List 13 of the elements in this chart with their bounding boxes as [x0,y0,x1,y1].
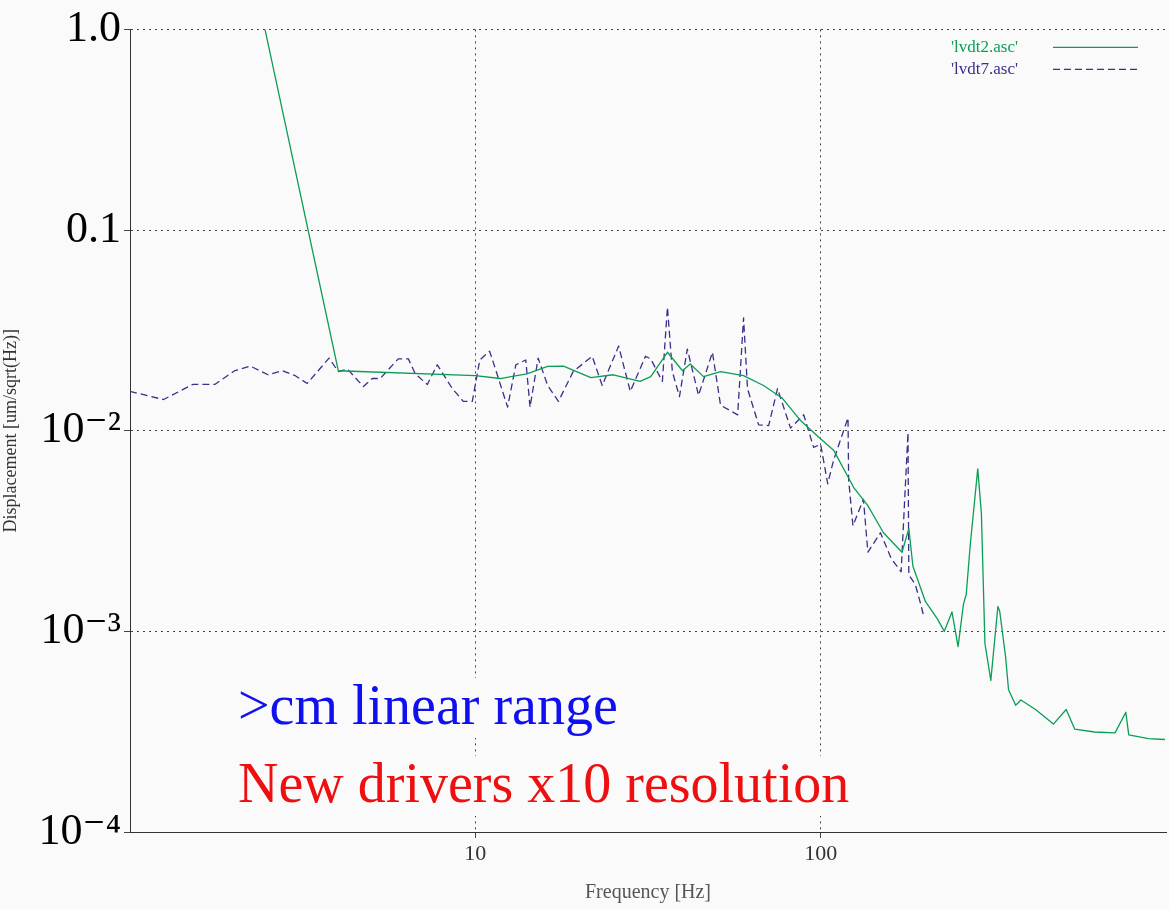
y-tick-label: 10⁻⁴ [38,804,121,854]
y-tick-label: 10⁻² [40,403,121,453]
x-tick-label: 100 [804,839,838,865]
y-axis-title: Displacement [um/sqrt(Hz)] [0,328,21,533]
legend-label: 'lvdt2.asc' [950,36,1018,56]
annotation: >cm linear range [238,674,618,736]
y-tick-label: 10⁻³ [40,603,121,653]
x-tick-label: 10 [464,839,487,865]
legend-label: 'lvdt7.asc' [950,58,1018,78]
annotation: New drivers x10 resolution [238,752,850,814]
y-tick-label: 1.0 [66,1,121,51]
x-axis-title: Frequency [Hz] [584,880,712,904]
y-tick-label: 0.1 [66,202,121,252]
